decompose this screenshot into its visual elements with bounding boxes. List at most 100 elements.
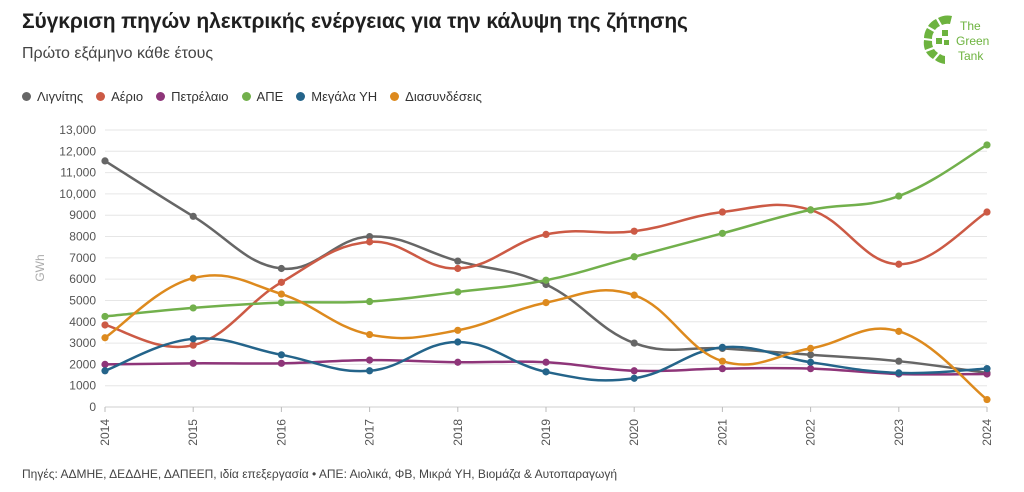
data-point[interactable] <box>630 374 638 382</box>
data-point[interactable] <box>718 343 727 351</box>
data-point[interactable] <box>895 260 903 268</box>
data-point[interactable] <box>983 395 991 404</box>
y-tick-label: 11,000 <box>60 166 96 180</box>
data-point[interactable] <box>630 367 638 375</box>
data-point[interactable] <box>454 326 462 334</box>
data-point[interactable] <box>895 327 903 335</box>
data-point[interactable] <box>366 356 374 364</box>
x-tick-label: 2022 <box>804 419 818 446</box>
data-point[interactable] <box>983 370 991 378</box>
data-point[interactable] <box>189 341 197 349</box>
x-tick-label: 2015 <box>186 419 200 446</box>
data-point[interactable] <box>542 358 550 366</box>
data-point[interactable] <box>983 141 991 149</box>
y-tick-label: 5000 <box>69 293 96 307</box>
legend-label: Διασυνδέσεις <box>405 89 482 104</box>
green-tank-logo: The Green Tank <box>923 15 989 64</box>
data-point[interactable] <box>630 339 638 347</box>
data-point[interactable] <box>983 365 991 373</box>
legend-swatch <box>296 92 306 101</box>
data-point[interactable] <box>718 229 727 237</box>
series-line <box>103 143 989 318</box>
data-point[interactable] <box>718 208 727 216</box>
legend-item[interactable]: ΑΠΕ <box>241 89 284 104</box>
y-tick-label: 13,000 <box>59 123 96 137</box>
chart-series <box>101 141 991 404</box>
data-point[interactable] <box>807 358 815 366</box>
data-point[interactable] <box>454 264 462 273</box>
series-4 <box>101 335 991 382</box>
data-point[interactable] <box>277 264 285 273</box>
data-point[interactable] <box>189 304 197 312</box>
data-point[interactable] <box>366 297 374 306</box>
x-tick-label: 2021 <box>715 419 729 446</box>
series-line <box>103 159 989 375</box>
data-point[interactable] <box>277 351 285 359</box>
x-tick-label: 2017 <box>363 419 377 446</box>
data-point[interactable] <box>983 208 991 216</box>
data-point[interactable] <box>542 230 550 239</box>
x-tick-label: 2018 <box>451 419 465 446</box>
data-point[interactable] <box>630 227 638 235</box>
data-point[interactable] <box>542 368 550 376</box>
x-tick-label: 2020 <box>627 419 641 446</box>
legend-item[interactable]: Πετρέλαιο <box>156 89 229 104</box>
data-point[interactable] <box>101 157 109 165</box>
series-line <box>103 203 989 349</box>
series-3 <box>101 141 991 321</box>
legend-item[interactable]: Διασυνδέσεις <box>390 89 482 104</box>
data-point[interactable] <box>895 357 903 365</box>
data-point[interactable] <box>454 257 462 265</box>
data-point[interactable] <box>718 357 727 365</box>
x-tick-label: 2024 <box>980 419 994 446</box>
x-tick-label: 2016 <box>274 419 288 446</box>
legend-label: Λιγνίτης <box>37 89 84 104</box>
data-point[interactable] <box>807 206 815 214</box>
data-point[interactable] <box>101 321 109 329</box>
data-point[interactable] <box>630 253 638 261</box>
legend-swatch <box>96 92 106 101</box>
y-tick-label: 8000 <box>69 230 96 244</box>
data-point[interactable] <box>542 298 550 307</box>
data-point[interactable] <box>101 367 109 375</box>
data-point[interactable] <box>454 338 462 346</box>
data-point[interactable] <box>277 278 285 286</box>
data-point[interactable] <box>189 274 197 282</box>
data-point[interactable] <box>718 365 727 373</box>
x-axis-ticks: 2014 2015 2016 2017 2018 2019 2020 2021 2022 2023… <box>98 407 994 446</box>
data-point[interactable] <box>454 358 462 366</box>
data-point[interactable] <box>630 291 638 299</box>
data-point[interactable] <box>277 359 285 367</box>
data-point[interactable] <box>807 351 815 359</box>
data-point[interactable] <box>807 365 815 373</box>
data-point[interactable] <box>101 312 109 321</box>
legend-label: Πετρέλαιο <box>171 89 229 104</box>
data-point[interactable] <box>101 334 109 342</box>
y-axis-ticks: 0 1000 2000 3000 4000 5000 6000 7000 8000 9000 10,… <box>59 123 96 414</box>
data-point[interactable] <box>189 359 197 367</box>
legend-label: ΑΠΕ <box>256 89 284 104</box>
data-point[interactable] <box>895 192 903 200</box>
data-point[interactable] <box>101 360 109 368</box>
data-point[interactable] <box>189 212 197 220</box>
y-tick-label: 6000 <box>69 272 96 286</box>
data-point[interactable] <box>807 344 815 353</box>
data-point[interactable] <box>366 330 374 339</box>
data-point[interactable] <box>277 298 285 307</box>
data-point[interactable] <box>542 276 550 284</box>
data-point[interactable] <box>366 367 374 375</box>
data-point[interactable] <box>454 288 462 296</box>
data-point[interactable] <box>895 369 903 377</box>
data-point[interactable] <box>277 290 285 298</box>
legend-item[interactable]: Αέριο <box>96 89 143 104</box>
legend-swatch <box>241 92 251 101</box>
series-5 <box>101 274 991 404</box>
legend-label: Αέριο <box>111 89 144 104</box>
data-point[interactable] <box>189 335 197 343</box>
data-point[interactable] <box>366 238 374 246</box>
legend-item[interactable]: Λιγνίτης <box>22 89 83 104</box>
legend-item[interactable]: Μεγάλα ΥΗ <box>296 89 377 104</box>
chart-legend: Λιγνίτης Αέριο Πετρέλαιο ΑΠΕ Μεγάλα ΥΗ Διασυν… <box>22 89 495 104</box>
data-point[interactable] <box>366 232 374 241</box>
